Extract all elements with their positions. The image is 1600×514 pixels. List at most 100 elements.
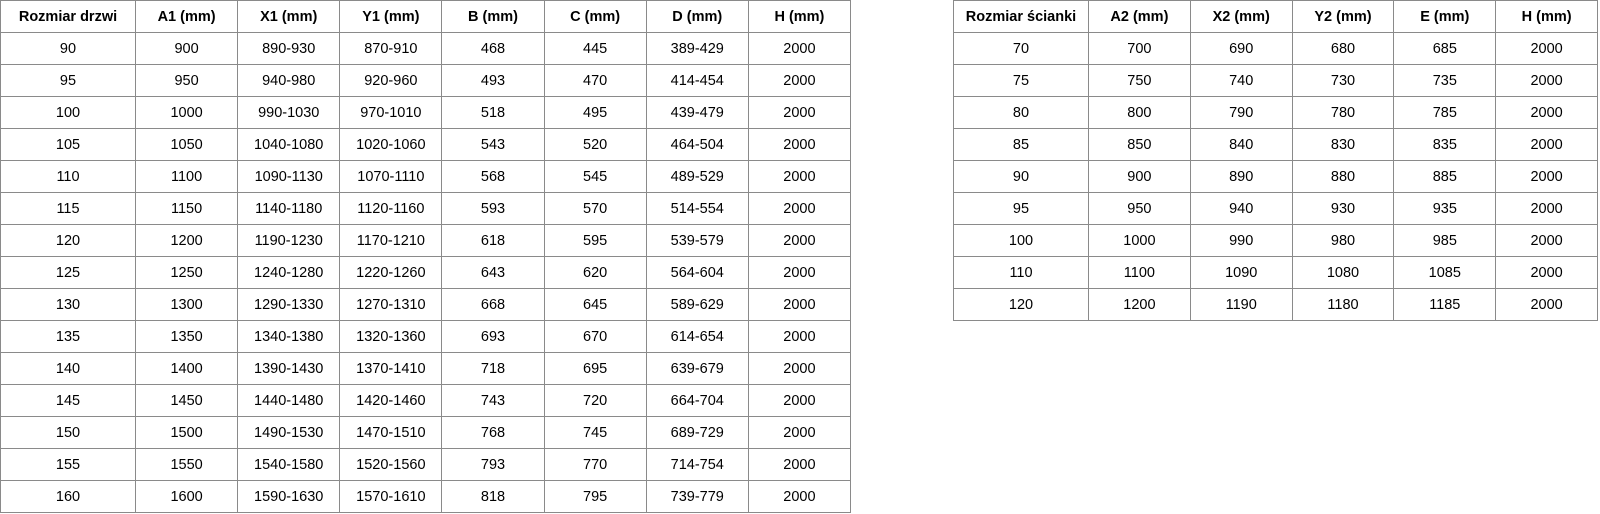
table-cell: 1050 (134, 128, 239, 161)
table-cell: 790 (1189, 96, 1293, 129)
table-cell: 639-679 (645, 352, 749, 385)
table-cell: 80 (953, 96, 1089, 129)
table-cell: 1400 (134, 352, 239, 385)
wall-size-table: Rozmiar ścianki A2 (mm) X2 (mm) Y2 (mm) E (m… (953, 0, 1598, 321)
table-cell: 940 (1189, 192, 1293, 225)
table-cell: 595 (543, 224, 647, 257)
table-cell: 730 (1291, 64, 1395, 97)
table-row: 155 1550 1540-1580 1520-1560 793 770 714-754 20… (0, 448, 852, 481)
table-cell: 593 (441, 192, 545, 225)
column-header: A1 (mm) (134, 0, 239, 33)
column-header: A2 (mm) (1088, 0, 1191, 33)
table-cell: 1270-1310 (339, 288, 443, 321)
table-cell: 870-910 (339, 32, 443, 65)
table-cell: 750 (1088, 64, 1191, 97)
table-cell: 950 (134, 64, 239, 97)
table-cell: 489-529 (645, 160, 749, 193)
table-cell: 1080 (1291, 256, 1395, 289)
table-cell: 743 (441, 384, 545, 417)
table-cell: 620 (543, 256, 647, 289)
table-cell: 935 (1393, 192, 1497, 225)
table-cell: 950 (1088, 192, 1191, 225)
table-row: 90 900 890 880 885 2000 (953, 160, 1598, 193)
table-row: 115 1150 1140-1180 1120-1160 593 570 514-554 20… (0, 192, 852, 225)
table-cell: 990 (1189, 224, 1293, 257)
table-cell: 1100 (134, 160, 239, 193)
table-cell: 414-454 (645, 64, 749, 97)
table-cell: 1520-1560 (339, 448, 443, 481)
table-cell: 1220-1260 (339, 256, 443, 289)
table-cell: 785 (1393, 96, 1497, 129)
table-cell: 1190-1230 (237, 224, 341, 257)
table-cell: 564-604 (645, 256, 749, 289)
table-cell: 1440-1480 (237, 384, 341, 417)
table-cell: 980 (1291, 224, 1395, 257)
table-cell: 145 (0, 384, 136, 417)
table-cell: 2000 (747, 32, 852, 65)
table-cell: 514-554 (645, 192, 749, 225)
table-row: 120 1200 1190 1180 1185 2000 (953, 288, 1598, 321)
table-cell: 1600 (134, 480, 239, 513)
header-row: Rozmiar ścianki A2 (mm) X2 (mm) Y2 (mm) E (m… (953, 0, 1598, 33)
table-cell: 1370-1410 (339, 352, 443, 385)
table-cell: 1000 (1088, 224, 1191, 257)
table-cell: 2000 (1495, 32, 1598, 65)
table-cell: 1500 (134, 416, 239, 449)
table-cell: 700 (1088, 32, 1191, 65)
column-header: H (mm) (1495, 0, 1598, 33)
table-cell: 780 (1291, 96, 1395, 129)
door-size-table: Rozmiar drzwi A1 (mm) X1 (mm) Y1 (mm) B (mm)… (0, 0, 852, 513)
table-cell: 664-704 (645, 384, 749, 417)
table-cell: 2000 (747, 352, 852, 385)
table-cell: 1320-1360 (339, 320, 443, 353)
table-cell: 1540-1580 (237, 448, 341, 481)
table-cell: 2000 (747, 480, 852, 513)
table-row: 110 1100 1090-1130 1070-1110 568 545 489-529 20… (0, 160, 852, 193)
table-cell: 990-1030 (237, 96, 341, 129)
table-cell: 614-654 (645, 320, 749, 353)
table-cell: 795 (543, 480, 647, 513)
table-cell: 1120-1160 (339, 192, 443, 225)
table-cell: 110 (0, 160, 136, 193)
table-cell: 690 (1189, 32, 1293, 65)
table-cell: 768 (441, 416, 545, 449)
table-cell: 2000 (747, 192, 852, 225)
table-cell: 150 (0, 416, 136, 449)
table-cell: 470 (543, 64, 647, 97)
column-header: X1 (mm) (237, 0, 341, 33)
table-row: 75 750 740 730 735 2000 (953, 64, 1598, 97)
table-cell: 2000 (747, 288, 852, 321)
table-cell: 618 (441, 224, 545, 257)
table-cell: 2000 (747, 384, 852, 417)
table-cell: 100 (0, 96, 136, 129)
table-row: 135 1350 1340-1380 1320-1360 693 670 614-654 20… (0, 320, 852, 353)
table-cell: 985 (1393, 224, 1497, 257)
table-cell: 1070-1110 (339, 160, 443, 193)
table-cell: 1450 (134, 384, 239, 417)
table-cell: 155 (0, 448, 136, 481)
table-cell: 2000 (1495, 160, 1598, 193)
table-cell: 160 (0, 480, 136, 513)
table-cell: 920-960 (339, 64, 443, 97)
table-cell: 695 (543, 352, 647, 385)
table-cell: 1350 (134, 320, 239, 353)
table-cell: 2000 (1495, 224, 1598, 257)
table-cell: 890 (1189, 160, 1293, 193)
column-header: Rozmiar drzwi (0, 0, 136, 33)
table-cell: 1250 (134, 256, 239, 289)
table-cell: 1040-1080 (237, 128, 341, 161)
table-row: 160 1600 1590-1630 1570-1610 818 795 739-779 20… (0, 480, 852, 513)
table-row: 150 1500 1490-1530 1470-1510 768 745 689-729 20… (0, 416, 852, 449)
table-cell: 2000 (1495, 96, 1598, 129)
table-cell: 589-629 (645, 288, 749, 321)
table-cell: 1200 (1088, 288, 1191, 321)
table-cell: 1090 (1189, 256, 1293, 289)
table-row: 70 700 690 680 685 2000 (953, 32, 1598, 65)
table-row: 95 950 940 930 935 2000 (953, 192, 1598, 225)
table-cell: 70 (953, 32, 1089, 65)
table-cell: 835 (1393, 128, 1497, 161)
table-cell: 740 (1189, 64, 1293, 97)
table-row: 100 1000 990-1030 970-1010 518 495 439-479 2000 (0, 96, 852, 129)
table-cell: 2000 (747, 128, 852, 161)
table-cell: 90 (953, 160, 1089, 193)
